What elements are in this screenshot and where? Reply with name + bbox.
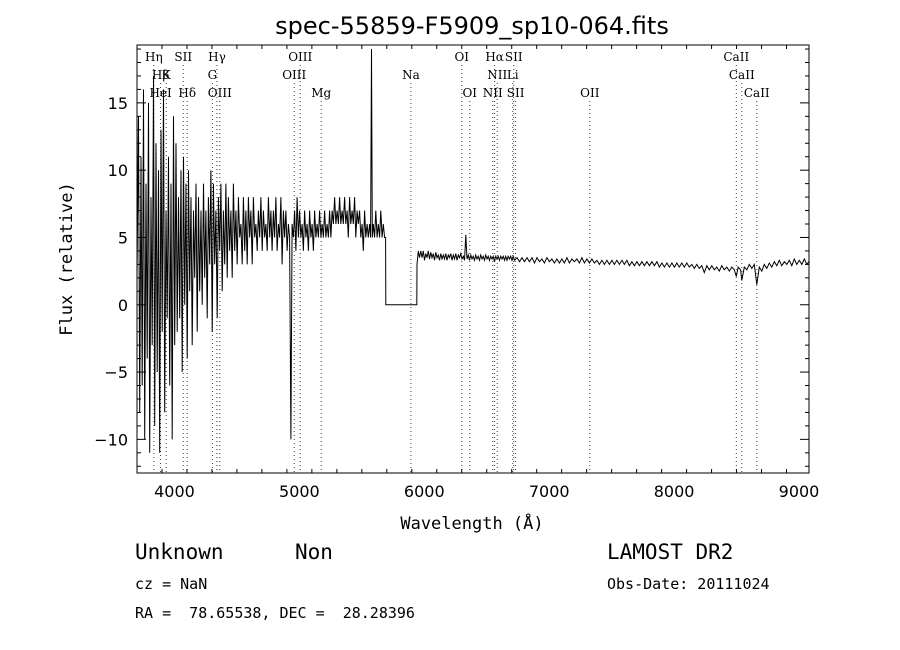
spectral-line-label: Na xyxy=(402,68,420,82)
y-axis: −10 −5 0 5 10 15 xyxy=(94,48,809,467)
x-tick-label: 8000 xyxy=(654,482,695,501)
spectral-line-label: Hη xyxy=(145,50,163,64)
y-tick-label: 5 xyxy=(118,228,128,247)
spectral-line-label: Hβ xyxy=(152,68,169,82)
y-tick-label: −10 xyxy=(94,430,128,449)
x-tick-label: 9000 xyxy=(779,482,820,501)
spectral-line-label: CaII xyxy=(723,50,749,64)
spectral-line-label: OIII xyxy=(208,86,232,100)
x-axis-label: Wavelength (Å) xyxy=(400,512,543,534)
spectral-line-label: NII xyxy=(487,68,507,82)
y-tick-label: −5 xyxy=(104,363,128,382)
spectral-line-label: Li xyxy=(507,68,519,82)
spectral-line-label: CaII xyxy=(744,86,770,100)
survey-name: LAMOST DR2 xyxy=(607,540,734,564)
object-class: Unknown xyxy=(135,540,224,564)
spectral-line-label: K xyxy=(162,68,172,82)
plot-frame xyxy=(136,44,810,474)
chart-title: spec-55859-F5909_sp10-064.fits xyxy=(275,12,669,40)
object-subclass: Non xyxy=(295,540,333,564)
spectral-line-label: SII xyxy=(505,50,523,64)
x-tick-label: 7000 xyxy=(529,482,570,501)
obs-date: Obs-Date: 20111024 xyxy=(607,575,770,593)
spectrum-line xyxy=(136,48,810,453)
spectral-line-label: Mg xyxy=(311,86,331,100)
y-tick-label: 10 xyxy=(108,161,128,180)
y-axis-label: Flux (relative) xyxy=(57,182,77,336)
spectral-line-label: OI xyxy=(462,86,477,100)
spectral-line-label: SII xyxy=(174,50,192,64)
spectral-line-label: SII xyxy=(507,86,525,100)
y-tick-label: 15 xyxy=(108,94,128,113)
spectral-line-label: CaII xyxy=(729,68,755,82)
x-tick-label: 4000 xyxy=(154,482,195,501)
spectral-line-label: Hδ xyxy=(178,86,196,100)
y-tick-label: 0 xyxy=(118,296,128,315)
spectral-line-label: G xyxy=(208,68,218,82)
spectral-line-label: HeI xyxy=(149,86,172,100)
x-tick-label: 6000 xyxy=(404,482,445,501)
spectral-line-label: OIII xyxy=(282,68,306,82)
redshift-value: cz = NaN xyxy=(135,575,208,593)
spectral-line-label: Hγ xyxy=(208,50,226,64)
spectral-line-label: NII xyxy=(483,86,503,100)
x-axis: 4000 5000 6000 7000 8000 9000 xyxy=(136,45,820,501)
spectral-line-label: OIII xyxy=(288,50,312,64)
spectral-line-markers xyxy=(153,65,758,473)
spectral-line-label: OI xyxy=(454,50,469,64)
coordinates: RA = 78.65538, DEC = 28.28396 xyxy=(135,604,415,622)
spectral-line-label: OII xyxy=(580,86,600,100)
x-tick-label: 5000 xyxy=(279,482,320,501)
spectral-line-label: Hα xyxy=(485,50,504,64)
